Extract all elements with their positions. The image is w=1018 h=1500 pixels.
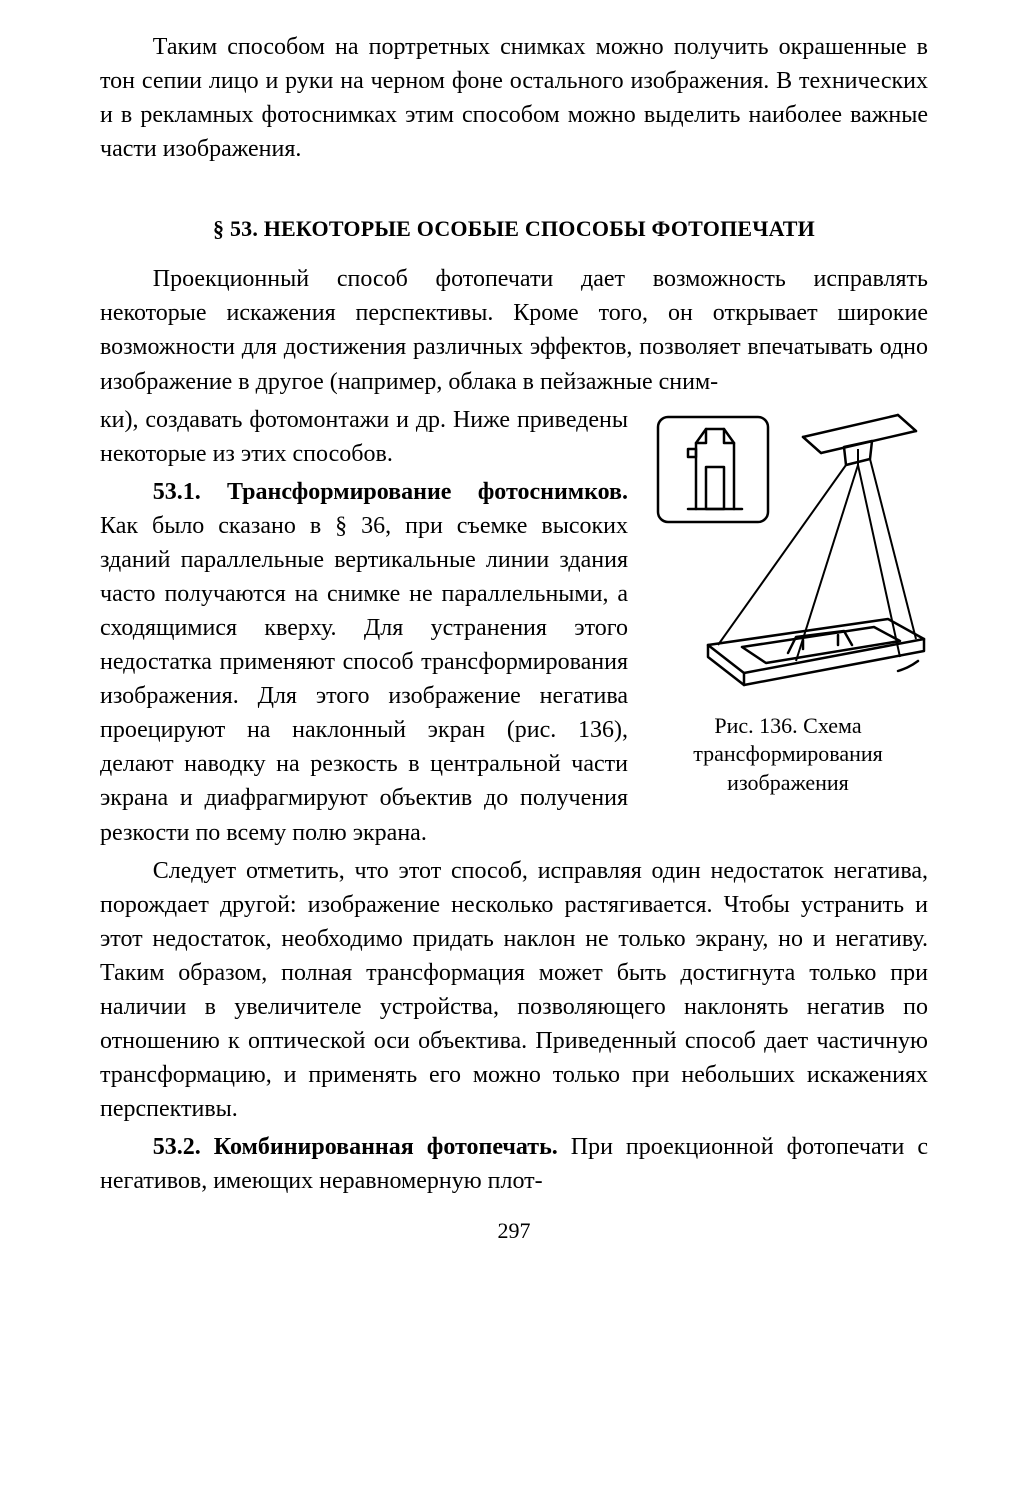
figure-caption: Рис. 136. Схема трансформирования изобра… (648, 712, 928, 798)
page: Таким способом на портретных снимках мож… (0, 0, 1018, 1500)
caption-line3: изображения (727, 770, 849, 795)
page-number: 297 (100, 1218, 928, 1244)
figure-svg (648, 409, 928, 699)
paragraph-after-title: Проекционный способ фотопечати дает возм… (100, 262, 928, 398)
sub-532-paragraph: 53.2. Комбинированная фотопечать. При пр… (100, 1130, 928, 1198)
figure-136: Рис. 136. Схема трансформирования изобра… (648, 409, 928, 798)
sub-531-body: Как было сказано в § 36, при съемке высо… (100, 513, 628, 846)
sub-532-label: 53.2. Комбинированная фотопечать. (153, 1134, 558, 1160)
caption-line1: Рис. 136. Схема (714, 713, 861, 738)
section-title: § 53. НЕКОТОРЫЕ ОСОБЫЕ СПОСОБЫ ФОТОПЕЧАТ… (100, 216, 928, 242)
sub-531-label: 53.1. Трансформирование фотоснимков. (153, 479, 628, 505)
intro-paragraph: Таким способом на портретных снимках мож… (100, 30, 928, 166)
paragraph-after-figure: Следует отметить, что этот способ, испра… (100, 854, 928, 1127)
caption-line2: трансформирования (693, 741, 883, 766)
